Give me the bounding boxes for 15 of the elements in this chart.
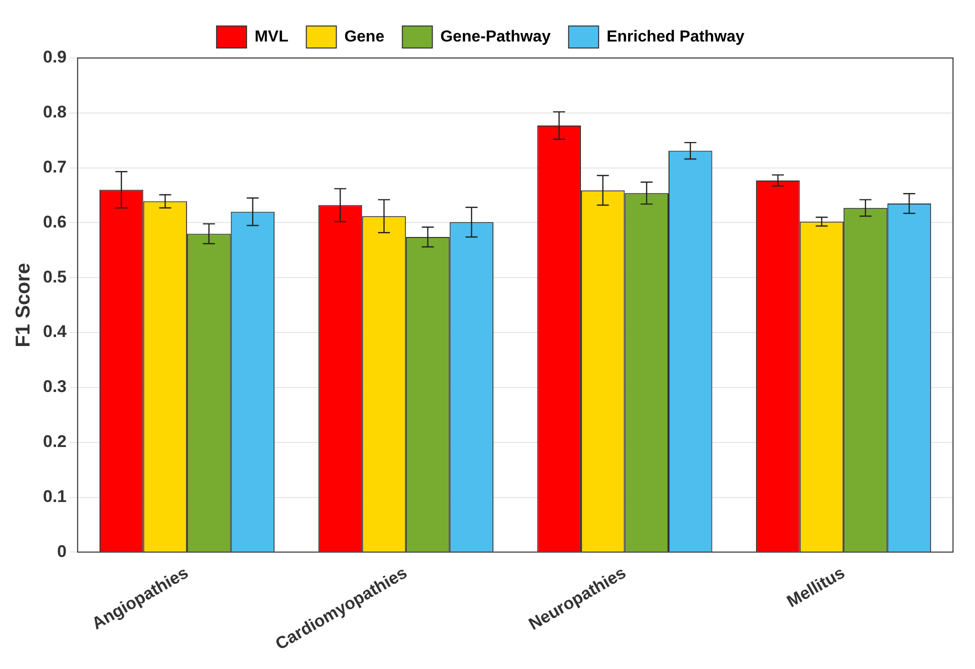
y-tick-label: 0.4 <box>42 322 68 342</box>
y-tick-label: 0.2 <box>42 432 67 452</box>
y-tick-label: 0.7 <box>42 158 67 177</box>
legend-label: MVL <box>254 28 289 46</box>
y-tick-label: 0.5 <box>42 267 67 286</box>
y-tick-label: 0.8 <box>42 102 67 122</box>
y-axis-title: F1 Score <box>12 262 35 348</box>
y-tick-label: 0.6 <box>42 212 67 232</box>
legend-label: Gene <box>344 28 384 46</box>
y-tick-label: 0.9 <box>42 48 67 67</box>
legend-label: Enriched Pathway <box>606 28 745 46</box>
legend-label: Gene-Pathway <box>440 28 551 46</box>
y-tick-label: 0.1 <box>42 486 67 506</box>
y-tick-label: 0.3 <box>42 377 67 396</box>
y-tick-label: 0 <box>57 542 67 561</box>
